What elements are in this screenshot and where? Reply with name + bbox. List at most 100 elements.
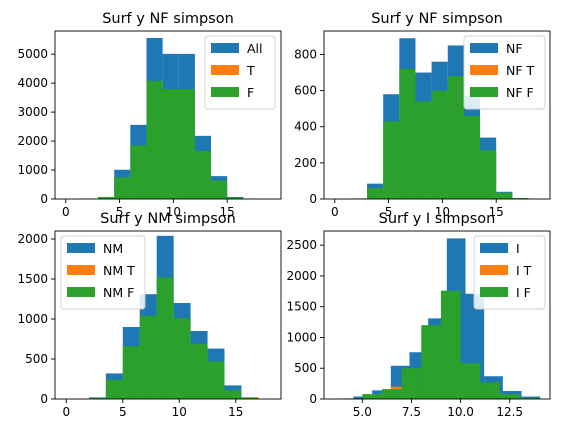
legend-label: NF [506,41,523,56]
x-tick-label: 15 [228,405,243,419]
y-tick-label: 1500 [286,300,317,314]
y-tick-label: 500 [294,361,317,375]
x-tick-label: 0 [62,205,70,219]
legend-swatch [470,43,498,53]
histogram-bar [146,81,162,199]
x-tick-label: 10.0 [447,405,474,419]
histogram-bar [367,188,383,199]
histogram-bar [174,318,191,399]
y-tick-label: 2500 [286,238,317,252]
y-tick-label: 200 [294,156,317,170]
histogram-bar [106,380,123,399]
subplot-title: Surf y NF simpson [371,11,503,27]
legend-label: I [516,241,520,256]
legend: NM NM T NM F [61,236,145,309]
histogram-bar [382,389,402,399]
subplot-4: 5.0 7.5 10.0 12.5 0 500 1000 1500 2000 2500 Surf y… [286,211,550,419]
histogram-bar [157,277,174,399]
y-tick-label: 0 [309,192,317,206]
y-tick-label: 800 [294,47,317,61]
y-tick-label: 2000 [286,269,317,283]
y-tick-label: 0 [40,192,48,206]
histogram-bar [211,180,227,199]
histogram-bar [480,150,496,199]
legend-swatch [67,287,95,297]
subplot-title: Surf y NF simpson [102,11,234,27]
legend-swatch [480,287,508,297]
legend-label: All [247,41,263,56]
subplot-title: Surf y NM simpson [100,211,236,227]
y-tick-label: 1000 [17,312,48,326]
histogram-bar [421,325,441,399]
x-tick-label: 0 [62,405,70,419]
histogram-bar [496,193,512,199]
y-tick-label: 1500 [17,272,48,286]
legend-label: NF F [506,85,534,100]
legend: I I T I F [474,236,545,309]
histogram-bar [362,394,382,399]
subplot-1: 0 5 10 15 0 1000 2000 3000 4000 5000 Surf y NF sim… [17,11,281,219]
histogram-bar [415,101,431,199]
histogram-bar [402,368,422,399]
histogram-bar [500,394,520,399]
legend-swatch [480,265,508,275]
legend: All TF [205,36,275,109]
legend-label: NM F [103,285,134,300]
y-tick-label: 2000 [17,134,48,148]
y-tick-label: 3000 [17,105,48,119]
y-tick-label: 1000 [17,163,48,177]
legend-label: I F [516,285,531,300]
x-tick-label: 12.5 [496,405,523,419]
x-tick-label: 5.0 [353,405,372,419]
histogram-bar [195,151,211,199]
y-tick-label: 2000 [17,232,48,246]
y-tick-label: 500 [25,352,48,366]
y-tick-label: 600 [294,84,317,98]
legend-swatch [67,243,95,253]
legend-label: NM [103,241,123,256]
x-tick-label: 7.5 [402,405,421,419]
legend-swatch [480,243,508,253]
histogram-bar [461,363,481,399]
histogram-bar [140,316,157,399]
histogram-bar [441,291,461,399]
legend-swatch [470,65,498,75]
legend-label: NF T [506,63,535,78]
subplot-3: 0 5 10 15 0 500 1000 1500 2000 Surf y NM simpson N… [17,211,281,419]
histogram-bar [179,89,195,199]
y-tick-label: 0 [309,392,317,406]
legend-swatch [470,87,498,97]
legend-label: F [247,85,254,100]
histogram-bar [208,361,225,399]
histogram-bar [448,76,464,199]
x-tick-label: 5 [119,405,127,419]
x-tick-label: 0 [331,205,339,219]
x-tick-label: 10 [172,405,187,419]
legend-label: T [246,63,255,78]
legend-swatch [67,265,95,275]
histogram-bar [399,69,415,199]
histogram-bar [130,145,146,199]
y-tick-label: 5000 [17,47,48,61]
histogram-bar [383,121,399,199]
legend-swatch [211,43,239,53]
histogram-bar [432,91,448,199]
y-tick-label: 400 [294,120,317,134]
legend: NF NF T NF F [464,36,545,109]
legend-label: I T [516,263,532,278]
histogram-bar [114,177,130,199]
legend-swatch [211,87,239,97]
subplot-title: Surf y I simpson [379,211,496,227]
histogram-bar [225,390,242,399]
y-tick-label: 0 [40,392,48,406]
histogram-bar [480,382,500,399]
legend-label: NM T [103,263,135,278]
histogram-bar [191,344,208,399]
histogram-bar [163,89,179,199]
histogram-bar [464,116,480,199]
legend-swatch [211,65,239,75]
y-tick-label: 4000 [17,76,48,90]
histogram-bar [123,346,140,399]
